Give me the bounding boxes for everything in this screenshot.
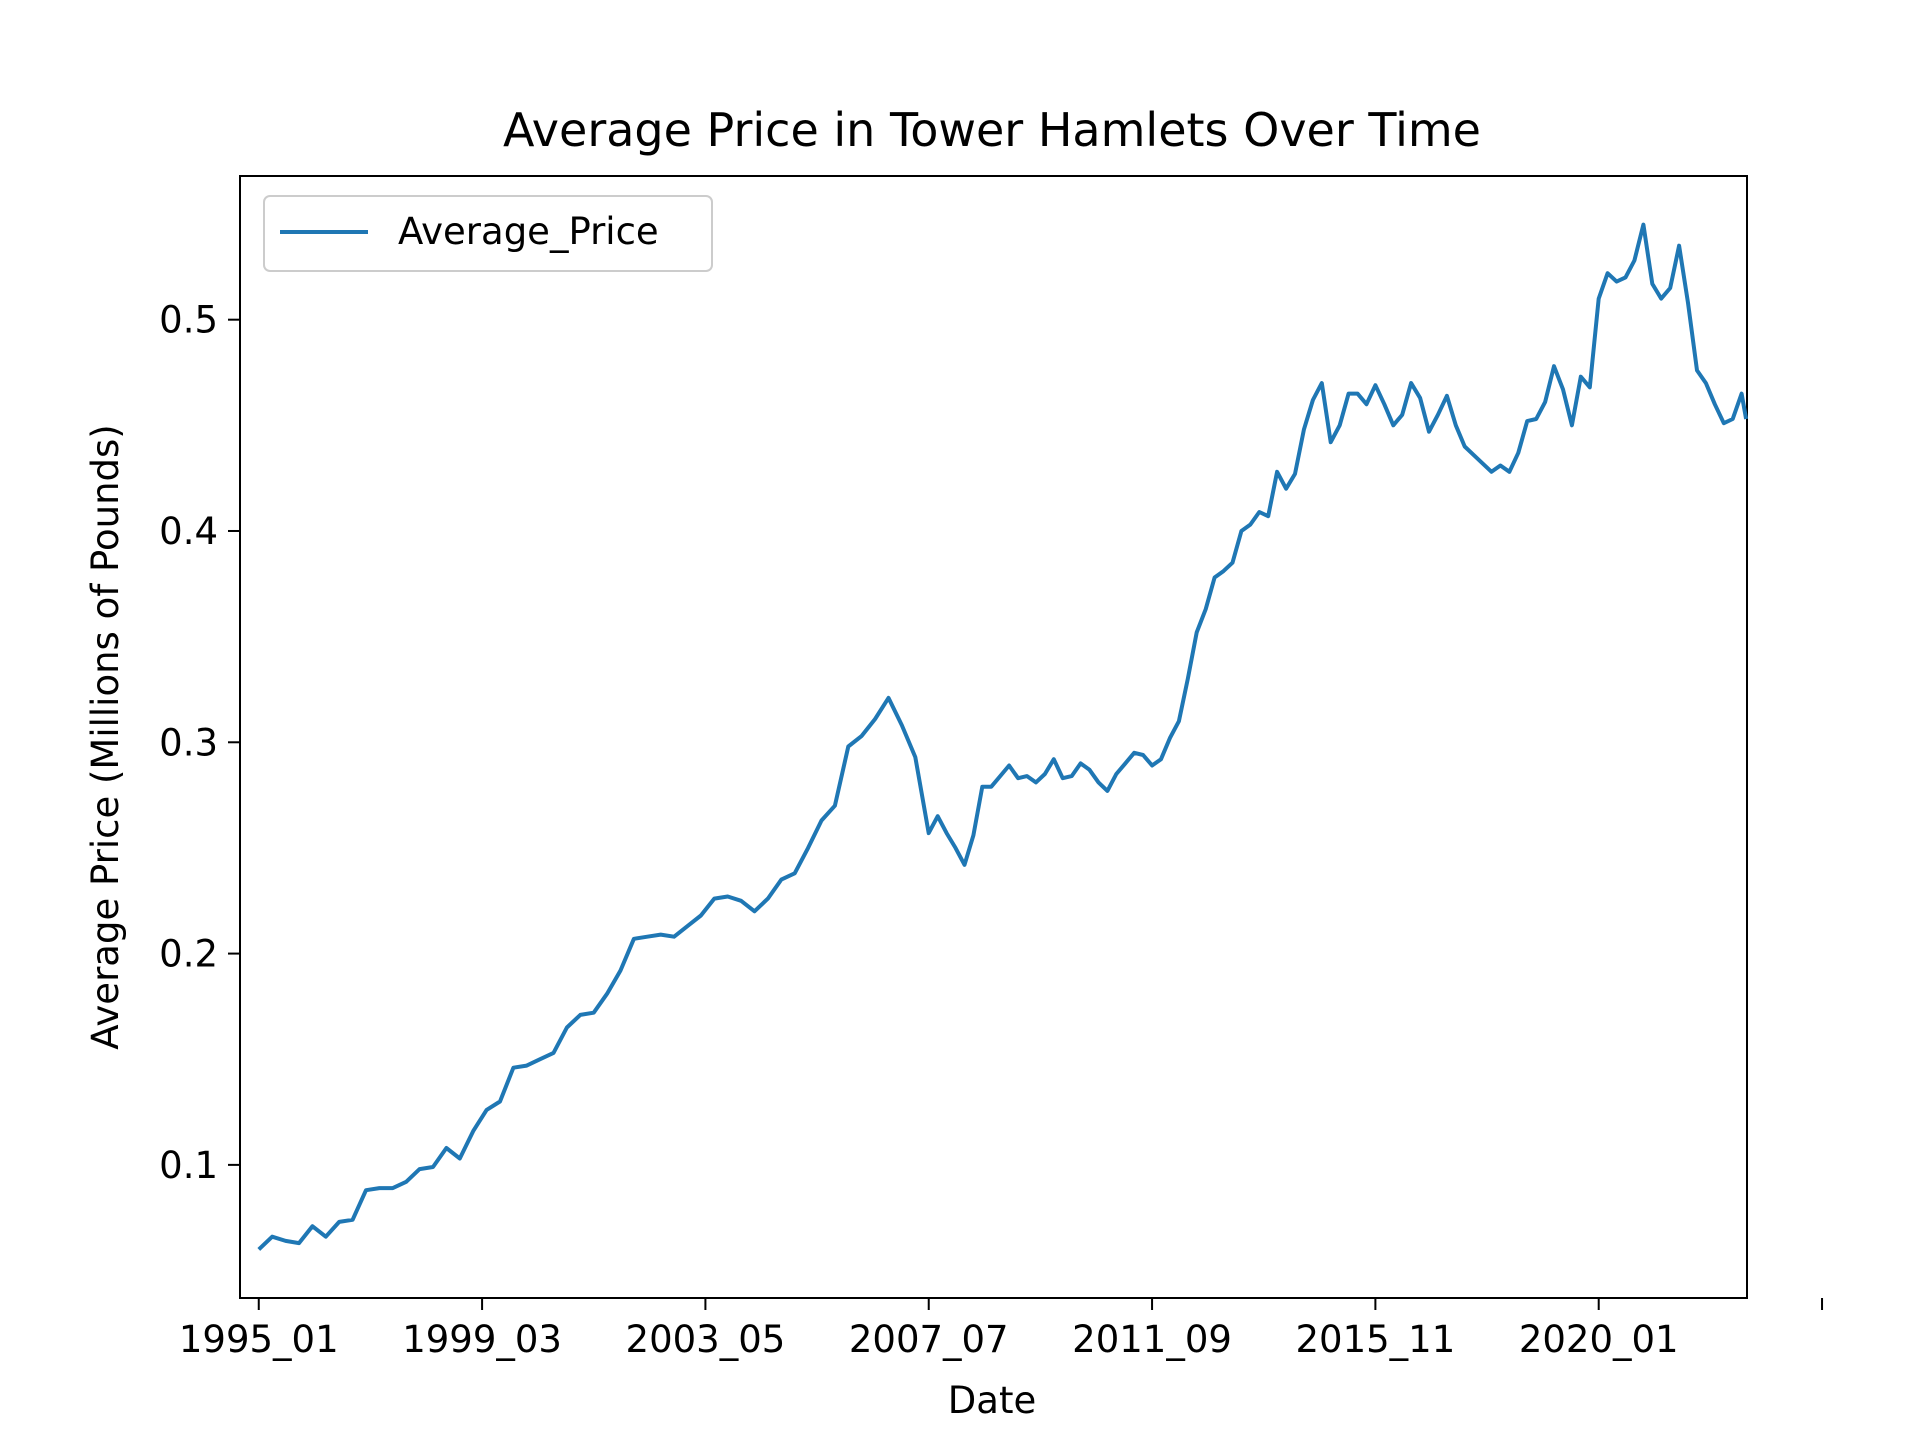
x-axis: 1995_01 1999_03 2003_05 2007_07 2011_09 2015_… <box>179 1298 1824 1361</box>
x-tick-label: 2007_07 <box>849 1318 1009 1361</box>
series-line-average-price <box>257 222 1749 1251</box>
legend: Average_Price <box>263 195 713 272</box>
y-tick-label: 0.5 <box>159 299 218 342</box>
y-axis: 0.1 0.2 0.3 0.4 0.5 <box>159 299 240 1187</box>
x-tick-label: 1999_03 <box>402 1318 562 1361</box>
x-tick-label: 2020_01 <box>1519 1318 1679 1361</box>
y-tick-label: 0.1 <box>159 1144 218 1187</box>
chart-title: Average Price in Tower Hamlets Over Time <box>503 103 1481 157</box>
x-tick-label: 2011_09 <box>1072 1318 1232 1361</box>
x-tick-label: 2015_11 <box>1296 1318 1456 1361</box>
x-tick-label: 2003_05 <box>626 1318 786 1361</box>
y-tick-label: 0.2 <box>159 933 218 976</box>
plot-area: 1995_01 1999_03 2003_05 2007_07 2011_09 2015_… <box>159 175 1824 1361</box>
legend-box <box>263 195 713 272</box>
legend-label-average-price: Average_Price <box>398 210 659 253</box>
x-axis-label: Date <box>948 1379 1036 1422</box>
x-tick-label: 1995_01 <box>179 1318 339 1361</box>
y-tick-label: 0.4 <box>159 510 218 553</box>
y-tick-label: 0.3 <box>159 721 218 764</box>
y-axis-label: Average Price (Millions of Pounds) <box>84 424 127 1049</box>
axes-frame <box>239 175 1748 1299</box>
